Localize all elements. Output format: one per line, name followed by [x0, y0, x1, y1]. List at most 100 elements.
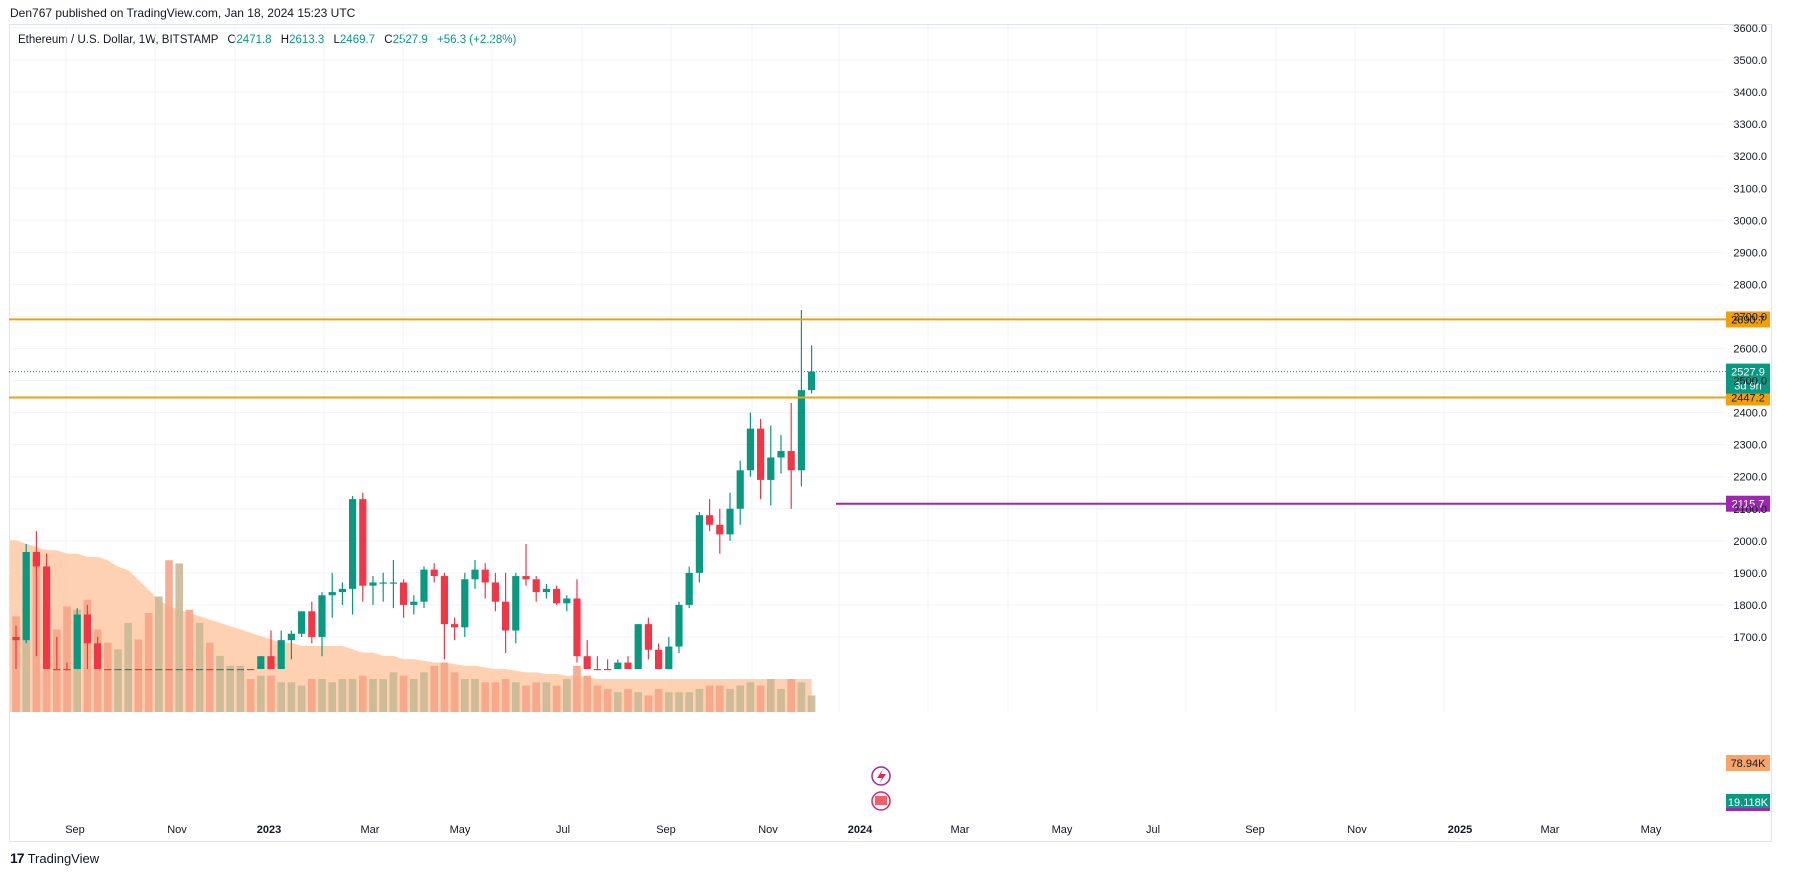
level-tag-resistance — [1726, 311, 1770, 328]
levels-layer: 2690.7 2447.2 2115.7 2527.9 3d 9h — [9, 311, 1770, 512]
volume-bar — [277, 682, 285, 712]
x-tick-label: Mar — [951, 824, 970, 836]
y-tick-label: 1700.0 — [1733, 632, 1767, 644]
y-tick-label: 2900.0 — [1733, 247, 1767, 259]
volume-bar — [593, 685, 602, 712]
open-value: 2471.8 — [236, 34, 272, 46]
volume-bar — [175, 563, 183, 712]
candle-body — [63, 669, 71, 671]
candle-body — [716, 524, 724, 535]
candle-body — [451, 624, 459, 628]
volume-bar — [542, 682, 551, 712]
y-tick-label: 2000.0 — [1733, 536, 1767, 548]
candle-body — [349, 499, 357, 589]
x-tick-label: Sep — [1245, 824, 1265, 836]
last-price-text: 2527.9 — [1731, 367, 1765, 379]
candle-body — [583, 656, 591, 669]
candle-body — [155, 669, 163, 671]
x-tick-label: Jul — [556, 824, 570, 836]
y-tick-label: 1900.0 — [1733, 568, 1767, 580]
candle-body — [73, 614, 81, 669]
candle-body — [593, 669, 601, 671]
volume-bar — [155, 596, 163, 712]
volume-bar — [185, 609, 194, 712]
volume-bar — [359, 675, 367, 712]
volume-bar — [104, 642, 112, 712]
candle-body — [379, 582, 387, 584]
level-tag-text-support: 2447.2 — [1731, 392, 1765, 404]
y-tick-label: 1800.0 — [1733, 600, 1767, 612]
candle-body — [124, 669, 132, 671]
y-tick-label: 3000.0 — [1733, 215, 1767, 227]
volume-bar — [430, 665, 438, 712]
close-label: C — [384, 34, 393, 46]
level-tag-text-low: 2115.7 — [1732, 499, 1765, 511]
volume-bar — [501, 679, 510, 712]
candle-body — [604, 669, 612, 671]
candle-body — [134, 669, 142, 671]
candle-body — [746, 428, 754, 471]
y-tick-label: 3300.0 — [1733, 119, 1767, 131]
volume-bar — [93, 629, 102, 712]
chart-frame — [9, 24, 1772, 842]
candle-body — [308, 611, 316, 637]
volume-bar — [134, 639, 143, 712]
y-tick-label: 2100.0 — [1733, 504, 1767, 516]
volume-bar — [124, 622, 132, 712]
volume-tag-underline — [1726, 808, 1770, 811]
volume-bar — [216, 655, 224, 712]
candle-body — [94, 643, 102, 669]
symbol-label[interactable]: Ethereum / U.S. Dollar, 1W, BITSTAMP — [18, 34, 219, 46]
y-tick-label: 2300.0 — [1733, 440, 1767, 452]
time-axis: Sep Nov 2023 Mar May Jul Sep Nov 2024 Mar May Jul Se… — [65, 824, 1662, 836]
price-axis: 3600.0 3500.0 3400.0 3300.0 3200.0 3100.0 3000… — [1726, 23, 1770, 811]
candle-body — [338, 588, 346, 593]
y-tick-label: 2800.0 — [1733, 279, 1767, 291]
candle-body — [236, 669, 244, 671]
volume-bar — [246, 679, 255, 712]
candle-body — [787, 451, 795, 471]
x-tick-label: Nov — [1347, 824, 1367, 836]
volume-bar — [807, 695, 816, 712]
candle-body — [553, 588, 561, 604]
volume-bar — [481, 682, 489, 712]
volume-bar — [736, 685, 744, 712]
x-tick-label: Nov — [167, 824, 187, 836]
candle-body — [216, 669, 224, 671]
last-price-tag — [1726, 363, 1770, 394]
volume-bar — [348, 679, 357, 712]
volume-bar — [450, 672, 459, 712]
volume-bar — [53, 629, 61, 712]
volume-bar — [614, 692, 622, 712]
candle-body — [644, 624, 652, 650]
volume-bar — [287, 682, 296, 712]
tradingview-logo[interactable]: 17 — [10, 850, 25, 866]
candle-body — [767, 457, 775, 480]
volume-tag — [1726, 794, 1770, 810]
volume-bar — [114, 649, 122, 712]
low-label: L — [333, 34, 340, 46]
candle-body — [522, 576, 530, 580]
brand-name[interactable]: TradingView — [27, 850, 100, 866]
volume-bar — [195, 622, 204, 712]
volume-bar — [63, 606, 71, 712]
candle-body — [420, 569, 428, 602]
x-tick-label: 2025 — [1448, 824, 1472, 836]
candle-body — [410, 601, 418, 605]
x-tick-label: Nov — [758, 824, 778, 836]
candle-body — [491, 582, 499, 602]
candle-body — [706, 515, 714, 525]
candle-body — [185, 669, 193, 671]
volume-bar — [756, 685, 765, 712]
candle-body — [318, 595, 326, 637]
x-tick-label: May — [1641, 824, 1662, 836]
candle-body — [440, 576, 448, 625]
y-tick-label: 3600.0 — [1733, 23, 1767, 35]
x-tick-label: Mar — [1541, 824, 1560, 836]
y-tick-label: 2500.0 — [1733, 376, 1767, 388]
candle-body — [22, 552, 30, 641]
volume-bar — [328, 682, 336, 712]
volume-bar — [797, 682, 806, 712]
x-tick-label: 2023 — [257, 824, 281, 836]
